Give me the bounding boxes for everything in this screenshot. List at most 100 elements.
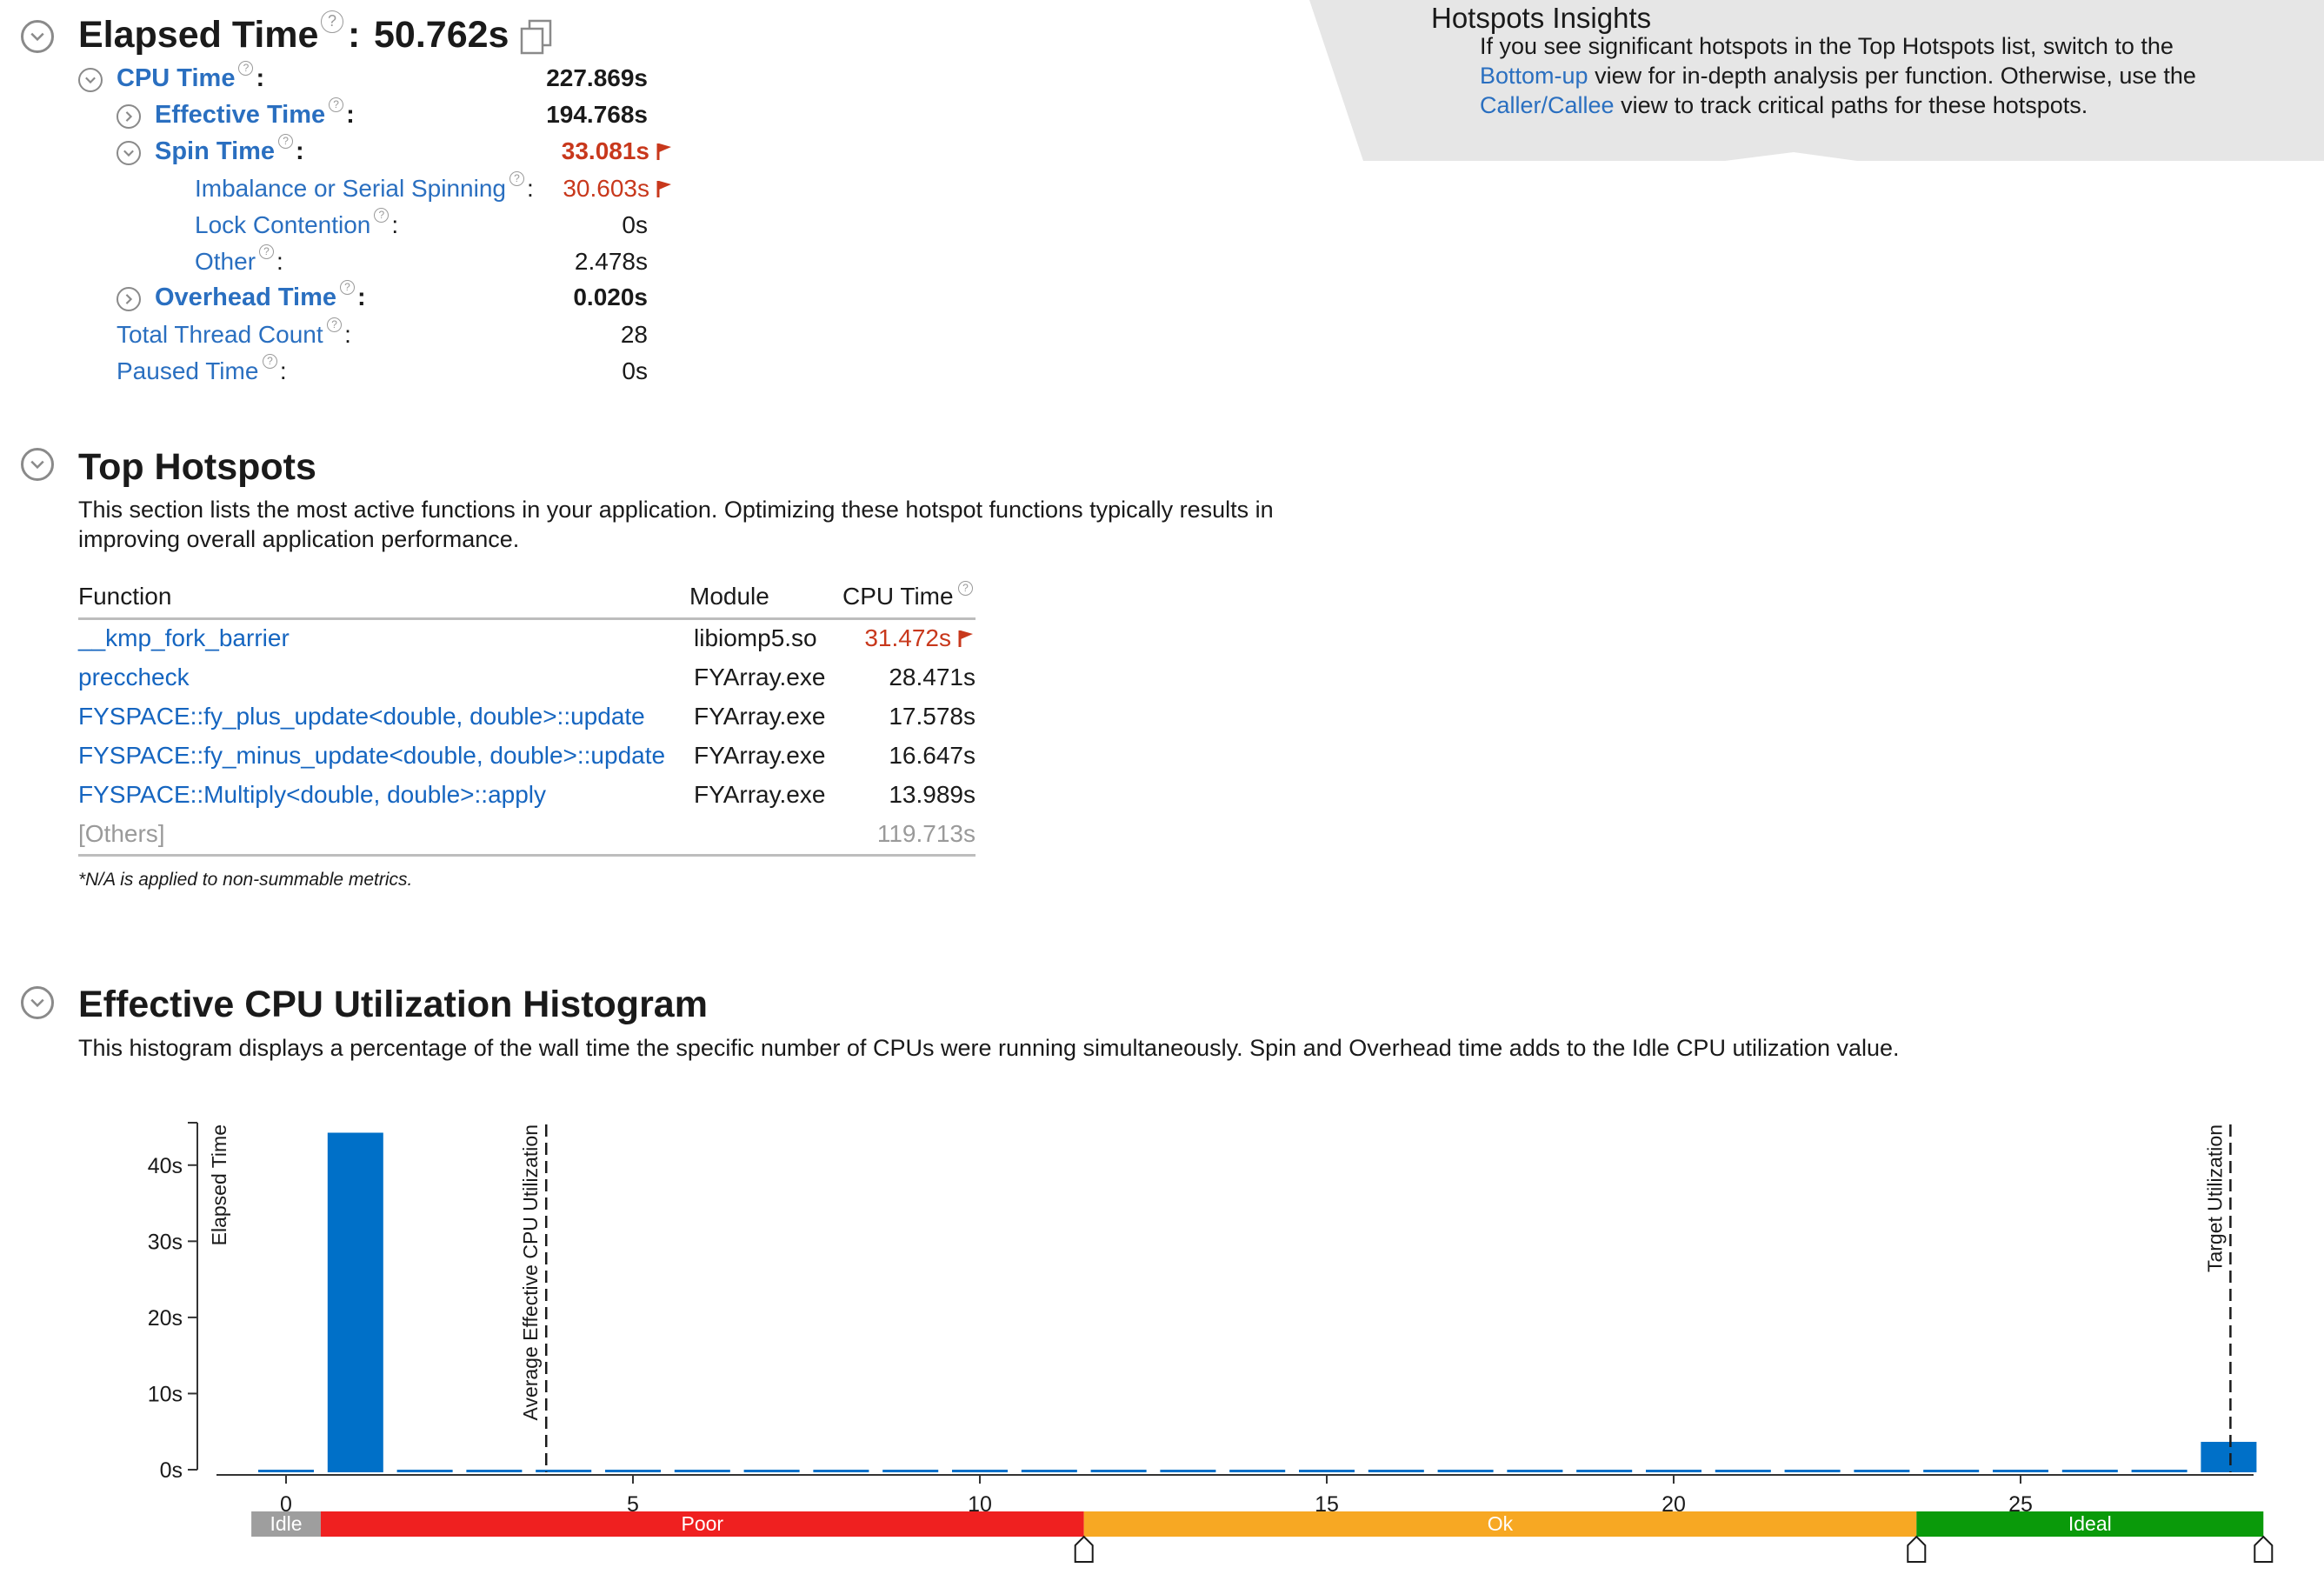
- histogram-title: Effective CPU Utilization Histogram: [78, 984, 708, 1025]
- histogram-bar: [1368, 1470, 1424, 1472]
- histogram-bar: [1576, 1470, 1633, 1472]
- imbalance-value: 30.603s: [563, 175, 674, 203]
- cpu-time-value: 227.869s: [546, 64, 648, 91]
- effective-time-toggle[interactable]: [117, 104, 141, 129]
- help-icon[interactable]: ?: [278, 134, 294, 149]
- others-label: [Others]: [78, 820, 165, 847]
- help-icon[interactable]: ?: [259, 244, 275, 259]
- cpu-time-toggle[interactable]: [78, 68, 103, 92]
- elapsed-time-toggle[interactable]: [21, 20, 54, 53]
- histogram-bar: [1784, 1470, 1841, 1472]
- hotspot-function-link[interactable]: __kmp_fork_barrier: [78, 624, 290, 651]
- insights-line-1: If you see significant hotspots in the T…: [1480, 33, 2174, 59]
- column-header-cpu-time[interactable]: CPU Time: [842, 583, 954, 610]
- histogram-toggle[interactable]: [21, 986, 54, 1019]
- insights-title: Hotspots Insights: [1431, 2, 1652, 34]
- y-tick-label: 10s: [148, 1382, 183, 1406]
- insights-line-2-text: view for in-depth analysis per function.…: [1588, 63, 2196, 89]
- footnote: *N/A is applied to non-summable metrics.: [78, 870, 413, 890]
- histogram-bar: [327, 1132, 383, 1472]
- histogram-bar: [743, 1470, 800, 1472]
- hotspot-function-link[interactable]: FYSPACE::fy_plus_update<double, double>:…: [78, 703, 645, 730]
- cpu-time-colon: :: [256, 64, 265, 92]
- hotspot-function-link[interactable]: preccheck: [78, 664, 190, 690]
- y-tick-label: 20s: [148, 1306, 183, 1331]
- histogram-bar: [1090, 1470, 1147, 1472]
- help-icon[interactable]: ?: [238, 61, 254, 76]
- overhead-time-toggle[interactable]: [117, 287, 141, 311]
- y-tick-label: 0s: [160, 1458, 183, 1483]
- elapsed-time-value: 50.762s: [374, 14, 509, 56]
- histogram-bar: [2061, 1470, 2118, 1472]
- hotspot-cpu-time: 16.647s: [889, 742, 976, 769]
- spin-time-toggle[interactable]: [117, 141, 141, 165]
- spin-time-colon: :: [296, 137, 304, 165]
- top-hotspots-description-1: This section lists the most active funct…: [78, 497, 1274, 523]
- histogram-bar: [1299, 1470, 1355, 1472]
- threshold-handle[interactable]: [1074, 1535, 1094, 1563]
- threshold-handle[interactable]: [2254, 1535, 2274, 1563]
- hotspot-cpu-time: 31.472s: [864, 624, 976, 652]
- histogram-bar: [1715, 1470, 1771, 1472]
- histogram-description: This histogram displays a percentage of …: [78, 1035, 1900, 1061]
- chevron-down-icon: [30, 998, 44, 1008]
- histogram-bar: [605, 1470, 661, 1472]
- help-icon[interactable]: ?: [340, 280, 355, 295]
- paused-time-colon: :: [279, 357, 287, 384]
- imbalance-label[interactable]: Imbalance or Serial Spinning: [195, 175, 506, 202]
- top-hotspots-toggle[interactable]: [21, 448, 54, 481]
- zone-poor: [320, 1511, 1084, 1537]
- lock-contention-label[interactable]: Lock Contention: [195, 211, 371, 238]
- hotspot-module: FYArray.exe: [694, 703, 826, 730]
- insights-line-3-text: view to track critical paths for these h…: [1614, 92, 2088, 118]
- histogram-bar: [536, 1470, 592, 1472]
- thread-count-colon: :: [344, 321, 351, 348]
- chevron-right-icon: [125, 294, 133, 304]
- help-icon[interactable]: ?: [321, 10, 343, 33]
- y-tick-label: 30s: [148, 1230, 183, 1254]
- histogram-bar: [1021, 1470, 1077, 1472]
- histogram-bar: [1993, 1470, 2048, 1472]
- help-icon[interactable]: ?: [329, 97, 344, 112]
- column-header-module[interactable]: Module: [689, 583, 769, 610]
- caller-callee-link[interactable]: Caller/Callee: [1480, 92, 1615, 118]
- hotspot-cpu-time: 13.989s: [889, 781, 976, 808]
- hotspot-function-link[interactable]: FYSPACE::fy_minus_update<double, double>…: [78, 742, 666, 769]
- overhead-time-label[interactable]: Overhead Time: [155, 284, 337, 311]
- threshold-handle[interactable]: [1907, 1535, 1927, 1563]
- y-tick-label: 40s: [148, 1154, 183, 1178]
- table-bottom-divider: [78, 854, 976, 857]
- elapsed-time-title: Elapsed Time: [78, 14, 319, 56]
- histogram-bar: [1854, 1470, 1910, 1472]
- help-icon[interactable]: ?: [374, 208, 390, 223]
- zone-label-idle: Idle: [270, 1512, 302, 1535]
- header-divider: [78, 617, 976, 620]
- effective-time-value: 194.768s: [546, 101, 648, 128]
- paused-time-label[interactable]: Paused Time: [117, 357, 259, 384]
- help-icon[interactable]: ?: [327, 317, 343, 332]
- help-icon[interactable]: ?: [262, 354, 277, 369]
- cpu-time-label[interactable]: CPU Time: [117, 64, 236, 92]
- other-colon: :: [276, 248, 283, 275]
- thread-count-label[interactable]: Total Thread Count: [117, 321, 323, 348]
- column-header-function[interactable]: Function: [78, 583, 172, 610]
- copy-icon[interactable]: [517, 17, 556, 56]
- spin-time-label[interactable]: Spin Time: [155, 137, 276, 165]
- insights-panel: Hotspots Insights If you see significant…: [1309, 0, 2324, 161]
- thread-count-value: 28: [620, 321, 648, 348]
- zone-label-poor: Poor: [682, 1512, 724, 1535]
- bottom-up-link[interactable]: Bottom-up: [1480, 63, 1588, 89]
- chevron-down-icon: [85, 77, 96, 84]
- hotspot-module: FYArray.exe: [694, 742, 826, 769]
- hotspot-function-link[interactable]: FYSPACE::Multiply<double, double>::apply: [78, 781, 547, 808]
- other-label[interactable]: Other: [195, 248, 256, 275]
- help-icon[interactable]: ?: [509, 171, 524, 186]
- y-axis-label: Elapsed Time: [208, 1124, 230, 1245]
- chevron-down-icon: [30, 460, 44, 470]
- hotspot-module: FYArray.exe: [694, 781, 826, 808]
- hotspot-cpu-time: 28.471s: [889, 664, 976, 690]
- effective-time-label[interactable]: Effective Time: [155, 101, 326, 129]
- help-icon[interactable]: ?: [958, 581, 973, 596]
- chevron-down-icon: [30, 32, 44, 42]
